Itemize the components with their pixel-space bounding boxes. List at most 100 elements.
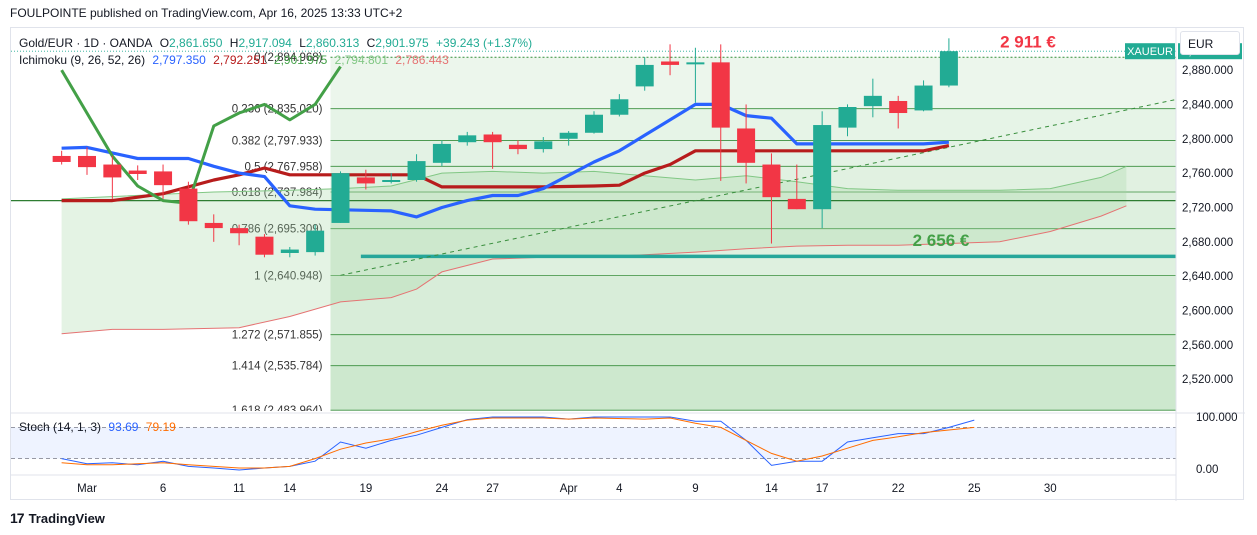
candle <box>813 111 832 229</box>
candle-body <box>356 177 375 184</box>
fib-label: 1.414 (2,535.784) <box>232 361 323 373</box>
candle <box>889 95 908 129</box>
candle-body <box>939 51 958 86</box>
candle <box>585 111 603 134</box>
time-tick-label: 19 <box>359 483 372 495</box>
ichimoku-label[interactable]: Ichimoku (9, 26, 52, 26) <box>19 53 146 67</box>
candle <box>432 140 451 167</box>
tradingview-logo-text: TradingView <box>28 510 105 526</box>
candle <box>661 44 680 76</box>
ichimoku-lagging-line <box>60 65 342 205</box>
candle-body <box>585 114 603 133</box>
stoch-k-line <box>61 416 975 471</box>
candle <box>559 131 578 146</box>
price-tick-label: 2,720.000 <box>1182 202 1233 214</box>
candle-body <box>432 143 451 163</box>
candle <box>103 155 122 199</box>
candle-body <box>737 128 756 163</box>
candle-body <box>255 236 274 255</box>
candle-body <box>813 125 832 210</box>
currency-button[interactable]: EUR <box>1180 31 1240 55</box>
candle <box>483 131 502 169</box>
time-tick-label: 14 <box>765 483 778 495</box>
time-tick-label: 17 <box>816 483 829 495</box>
candle-body <box>103 164 122 178</box>
time-tick-label: 6 <box>160 483 166 495</box>
stoch-legend: Stoch (14, 1, 3) 93.69 79.19 <box>19 420 180 434</box>
fib-zone <box>330 57 1176 109</box>
price-tick-label: 2,600.000 <box>1182 306 1233 318</box>
ichimoku-base-line <box>61 144 950 203</box>
candle <box>610 94 629 117</box>
candle-body <box>230 228 249 234</box>
symbol-tag-text: XAUEUR <box>1127 46 1173 58</box>
candle-body <box>52 155 71 162</box>
candle-body <box>280 249 299 253</box>
tradingview-logo-icon: 17 <box>10 510 25 526</box>
candle <box>255 234 274 258</box>
time-tick-label: 11 <box>233 483 245 495</box>
close-value: 2,901.975 <box>375 36 429 50</box>
symbol-label[interactable]: Gold/EUR · 1D · OANDA <box>19 36 153 50</box>
publisher-line: FOULPOINTE published on TradingView.com,… <box>10 6 403 20</box>
time-tick-label: 14 <box>283 483 296 495</box>
time-tick-label: 24 <box>436 483 449 495</box>
candle-body <box>458 135 477 143</box>
price-tick-label: 2,560.000 <box>1182 340 1233 352</box>
candle-body <box>863 95 882 107</box>
chart-frame[interactable]: 0 (2,894.968) 0.236 (2,835.020) 0.382 (2,7… <box>10 27 1245 501</box>
change-value: +39.243 (+1.37%) <box>436 36 533 50</box>
fib-label: 0.382 (2,797.933) <box>232 136 323 148</box>
main-pane: 0 (2,894.968)0.236 (2,835.020)0.382 (2,7… <box>11 32 1176 411</box>
close-label: C <box>366 36 376 50</box>
open-value: 2,861.650 <box>169 36 223 50</box>
low-label: L <box>299 36 306 50</box>
candle <box>914 80 933 112</box>
price-tick-label: 2,840.000 <box>1182 99 1233 111</box>
tradingview-logo[interactable]: 17 TradingView <box>10 510 105 526</box>
stoch-label[interactable]: Stoch (14, 1, 3) <box>19 420 102 434</box>
candle <box>128 165 147 180</box>
stoch-tick-label: 0.00 <box>1196 464 1218 476</box>
candle <box>78 147 96 175</box>
ichimoku-lagging-value: 2,901.975 <box>273 53 328 67</box>
stoch-band <box>11 427 1176 459</box>
candle-body <box>762 164 781 198</box>
candle-body <box>838 107 857 128</box>
candle <box>179 181 198 225</box>
ichimoku-span-b-value: 2,786.443 <box>395 53 449 67</box>
price-tick-label: 2,680.000 <box>1182 237 1233 249</box>
fib-label: 1 (2,640.948) <box>254 270 323 282</box>
candle-body <box>78 155 96 168</box>
stoch-tick-label: 100.000 <box>1196 412 1238 424</box>
high-annotation: 2 911 € <box>1000 32 1056 51</box>
open-label: O <box>159 36 170 50</box>
time-tick-label: 9 <box>692 483 698 495</box>
candle-body <box>635 64 654 87</box>
ichimoku-conversion-value: 2,797.350 <box>152 53 206 67</box>
chart-canvas[interactable]: 0 (2,894.968)0.236 (2,835.020)0.382 (2,7… <box>11 28 1245 501</box>
fib-label: 0 (2,894.968) <box>254 52 323 64</box>
candle-body <box>534 141 553 150</box>
fib-zone <box>330 275 1176 335</box>
candle <box>154 164 173 199</box>
candle-body <box>661 61 680 65</box>
candle <box>230 224 249 246</box>
candle-body <box>331 173 350 223</box>
candle-body <box>889 100 908 114</box>
time-tick-label: 27 <box>486 483 499 495</box>
candle-body <box>610 99 629 115</box>
price-tick-label: 2,760.000 <box>1182 168 1233 180</box>
candle <box>382 173 401 184</box>
stoch-k-value: 93.69 <box>108 420 139 434</box>
candle <box>863 78 882 118</box>
fib-label: 0.5 (2,767.958) <box>244 161 322 173</box>
fib-label: 1.272 (2,571.855) <box>232 330 323 342</box>
time-tick-label: Apr <box>560 483 578 495</box>
candle-body <box>483 134 502 143</box>
candle-body <box>382 179 401 182</box>
time-tick-label: 30 <box>1044 483 1057 495</box>
trendline <box>340 98 1176 276</box>
candle <box>356 169 375 190</box>
candle-body <box>179 188 198 222</box>
